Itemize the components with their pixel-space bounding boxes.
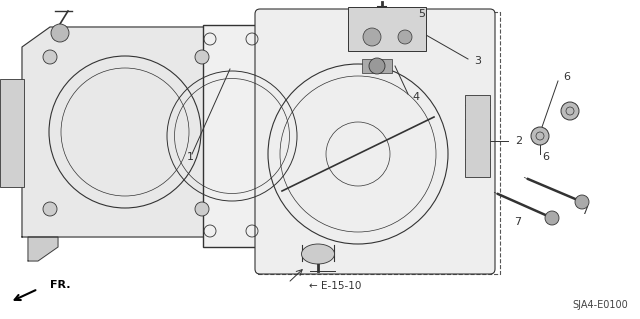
Text: ← E-15-10: ← E-15-10 [309, 281, 361, 291]
Bar [465, 95, 490, 177]
Text: 7: 7 [581, 206, 589, 216]
Bar [203, 25, 260, 247]
Circle shape [561, 102, 579, 120]
Text: 3: 3 [474, 56, 481, 66]
Circle shape [43, 202, 57, 216]
Bar [348, 7, 426, 51]
Polygon shape [28, 237, 58, 261]
Text: 4: 4 [412, 92, 419, 102]
Text: 1: 1 [186, 152, 193, 162]
Polygon shape [22, 27, 228, 237]
Circle shape [51, 24, 69, 42]
Circle shape [398, 30, 412, 44]
Text: 2: 2 [515, 136, 522, 146]
Circle shape [575, 195, 589, 209]
Bar [362, 59, 392, 73]
Text: 6: 6 [542, 152, 549, 162]
Circle shape [369, 58, 385, 74]
Circle shape [195, 50, 209, 64]
Text: SJA4-E0100: SJA4-E0100 [572, 300, 628, 310]
Bar [258, 12, 500, 274]
Text: 6: 6 [563, 72, 570, 82]
Circle shape [545, 211, 559, 225]
Circle shape [531, 127, 549, 145]
Circle shape [43, 50, 57, 64]
Circle shape [195, 202, 209, 216]
Circle shape [363, 28, 381, 46]
Ellipse shape [301, 244, 335, 264]
Text: FR.: FR. [50, 280, 70, 290]
Bar [0, 79, 24, 187]
FancyBboxPatch shape [255, 9, 495, 274]
Text: 7: 7 [515, 217, 522, 227]
Text: 5: 5 [418, 9, 425, 19]
